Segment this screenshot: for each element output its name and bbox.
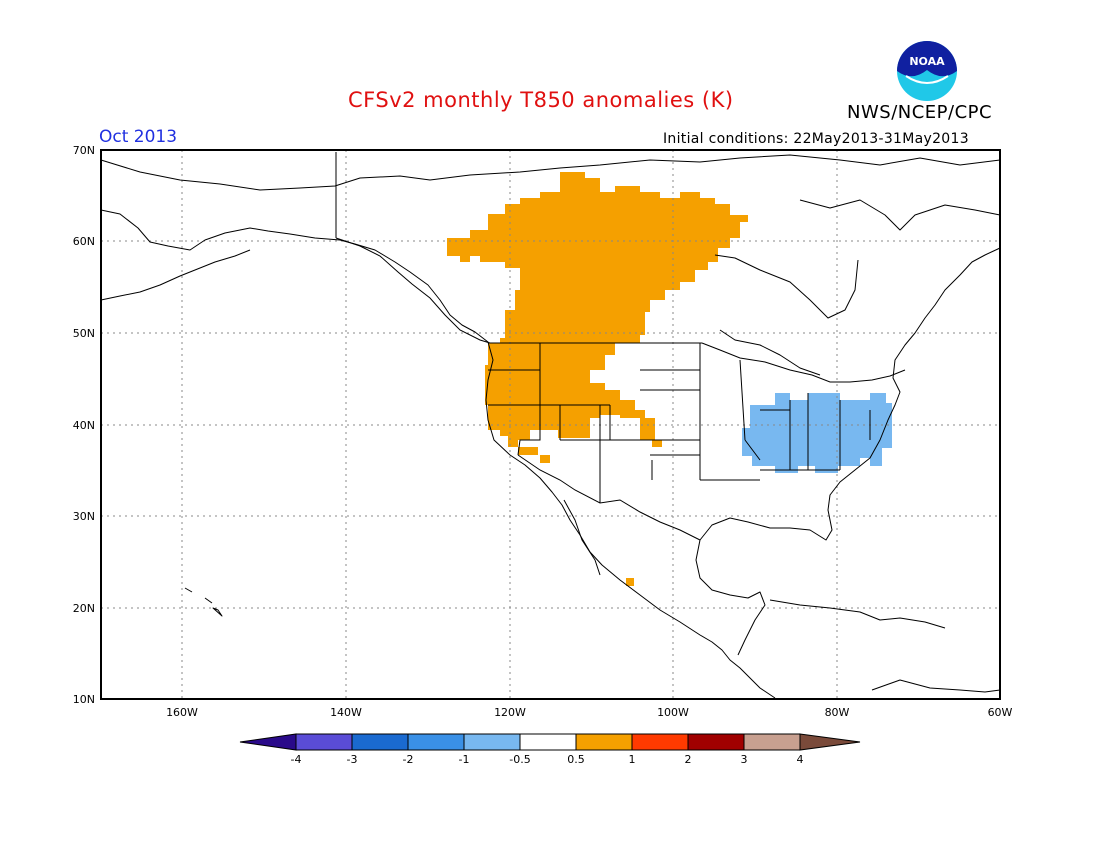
positive-anomaly-patch-arizona [540,455,550,463]
colorbar-label: 3 [741,753,748,766]
lat-label: 30N [73,510,95,523]
longitude-labels: 160W 140W 120W 100W 80W 60W [166,706,1012,719]
colorbar-high-arrow [799,733,861,751]
lat-label: 60N [73,235,95,248]
lat-label: 70N [73,144,95,157]
colorbar-labels: -4 -3 -2 -1 -0.5 0.5 1 2 3 4 [291,753,804,766]
political-boundaries [335,152,906,541]
colorbar-cell [519,733,577,751]
colorbar-label: 0.5 [567,753,585,766]
colorbar [239,733,861,751]
colorbar-label: -2 [403,753,414,766]
colorbar-low-arrow [239,733,297,751]
noaa-logo: NOAA [897,41,957,101]
noaa-logo-text: NOAA [909,55,945,68]
colorbar-label: -0.5 [509,753,530,766]
coastlines [100,154,1001,699]
latitude-labels: 10N 20N 30N 40N 50N 60N 70N [73,144,95,706]
colorbar-label: 4 [797,753,804,766]
colorbar-cell [463,733,521,751]
positive-anomaly-region [447,172,748,447]
negative-anomaly-region [742,393,892,473]
positive-anomaly-patch-mexico [626,578,634,586]
colorbar-cell [295,733,353,751]
colorbar-cell [743,733,801,751]
colorbar-label: -3 [347,753,358,766]
colorbar-label: 1 [629,753,636,766]
lon-label: 140W [330,706,362,719]
map-title: CFSv2 monthly T850 anomalies (K) [348,88,734,112]
colorbar-cell [407,733,465,751]
lon-label: 60W [988,706,1013,719]
lat-label: 40N [73,419,95,432]
colorbar-label: -4 [291,753,302,766]
lon-label: 120W [494,706,526,719]
lon-label: 80W [825,706,850,719]
positive-anomaly-patch-nevada [518,447,538,455]
map-frame [100,149,1001,700]
lat-label: 20N [73,602,95,615]
initial-conditions: Initial conditions: 22May2013-31May2013 [663,131,969,147]
lat-label: 10N [73,693,95,706]
colorbar-cell [631,733,689,751]
lat-label: 50N [73,327,95,340]
colorbar-cell [687,733,745,751]
colorbar-cell [351,733,409,751]
lon-label: 160W [166,706,198,719]
colorbar-label: 2 [685,753,692,766]
colorbar-label: -1 [459,753,470,766]
agency-label: NWS/NCEP/CPC [847,102,993,123]
lon-label: 100W [657,706,689,719]
forecast-period: Oct 2013 [99,127,178,147]
colorbar-cell [575,733,633,751]
